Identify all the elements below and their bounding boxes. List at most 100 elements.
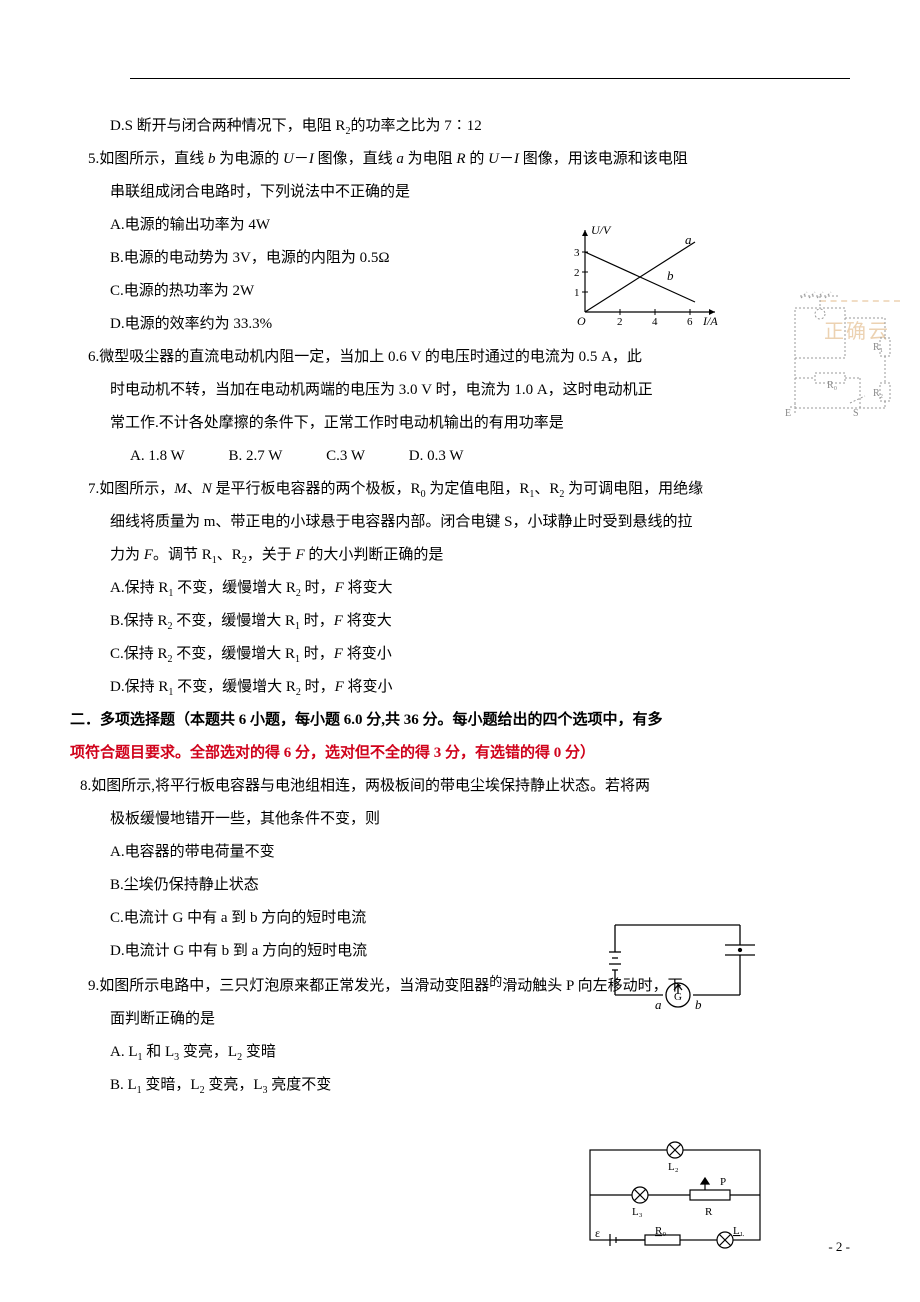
t: 变亮，L [179, 1044, 237, 1060]
t: 5.如图所示，直线 [88, 151, 208, 167]
q8-stem1: 8.如图所示,将平行板电容器与电池组相连，两极板间的带电尘埃保持静止状态。若将两 [70, 770, 850, 803]
q6-optD: D. 0.3 W [409, 440, 464, 473]
q8-stem2: 极板缓慢地错开一些，其他条件不变，则 [70, 803, 850, 836]
t: A.保持 R [110, 580, 168, 596]
label-R1: R₁ [873, 342, 883, 353]
label-L2: L₂ [668, 1161, 679, 1173]
q6-opts: A. 1.8 W B. 2.7 W C.3 W D. 0.3 W [70, 440, 850, 473]
t: 将变大 [344, 580, 393, 596]
q7-stem1: 7.如图所示，M、N 是平行板电容器的两个极板，R0 为定值电阻，R1、R2 为… [70, 473, 850, 506]
t: 是平行板电容器的两个极板，R [212, 481, 421, 497]
t: 的大小判断正确的是 [305, 547, 444, 563]
label-L3: L₃ [632, 1206, 643, 1218]
q5-stem1: 5.如图所示，直线 b 为电源的 U－I 图像，直线 a 为电阻 R 的 U－I… [70, 143, 850, 176]
t: 时， [300, 613, 334, 629]
label-P: P [720, 1176, 726, 1188]
t: F [335, 679, 344, 695]
t: B.保持 R [110, 613, 168, 629]
t: 力为 [110, 547, 144, 563]
label-a: a [685, 232, 692, 247]
q7-optA: A.保持 R1 不变，缓慢增大 R2 时，F 将变大 [70, 572, 850, 605]
t: F [334, 613, 343, 629]
t: 不变，缓慢增大 R [173, 613, 296, 629]
q8-optB: B.尘埃仍保持静止状态 [70, 869, 850, 902]
xtick3: 6 [687, 316, 693, 328]
q7-stem2: 细线将质量为 m、带正电的小球悬于电容器内部。闭合电键 S，小球静止时受到悬线的… [70, 506, 850, 539]
t: 、R [534, 481, 559, 497]
t: A. L [110, 1044, 138, 1060]
q5-optD: D.电源的效率约为 33.3% [70, 308, 850, 341]
label-L1: L₁ [733, 1225, 744, 1237]
header-rule [130, 78, 850, 79]
q6-optB: B. 2.7 W [228, 440, 282, 473]
label-R0: R₀ [655, 1225, 666, 1237]
q5-optB: B.电源的电动势为 3V，电源的内阻为 0.5Ω [70, 242, 850, 275]
xlabel: I/A [702, 314, 718, 328]
t: 不变，缓慢增大 R [173, 646, 296, 662]
t: 图像，直线 [314, 151, 397, 167]
label-R0: R₀ [827, 380, 838, 391]
t: C.保持 R [110, 646, 168, 662]
ytick3: 3 [574, 247, 580, 259]
circuit-svg: a b G [595, 910, 765, 1010]
t: 变暗 [242, 1044, 276, 1060]
t: 将变大 [343, 613, 392, 629]
t: 为电源的 [216, 151, 284, 167]
q7-optB: B.保持 R2 不变，缓慢增大 R1 时，F 将变大 [70, 605, 850, 638]
t: U [488, 151, 499, 167]
ytick1: 1 [574, 287, 580, 299]
label-R: R [705, 1206, 713, 1218]
t: 的 [489, 974, 502, 989]
label-b: b [695, 997, 702, 1010]
t: 图像，用该电源和该电阻 [519, 151, 688, 167]
fig-q9-circuit: L₂ L₃ P R R₀ L₁ ε [570, 1140, 780, 1250]
t: 时， [301, 679, 335, 695]
xtick2: 4 [652, 316, 658, 328]
t: 7.如图所示， [88, 481, 174, 497]
section2-line1: 二．多项选择题（本题共 6 小题，每小题 6.0 分,共 36 分。每小题给出的… [70, 704, 850, 737]
t: 将变小 [343, 646, 392, 662]
t: 时， [301, 580, 335, 596]
page: 正确云 D.S 断开与闭合两种情况下，电阻 R2的功率之比为 7∶12 5.如图… [0, 0, 920, 1302]
t: 。调节 R [153, 547, 212, 563]
t: 变暗，L [142, 1077, 200, 1093]
t: 亮度不变 [268, 1077, 332, 1093]
q4-optD: D.S 断开与闭合两种情况下，电阻 R2的功率之比为 7∶12 [70, 110, 850, 143]
circuit-svg: L₂ L₃ P R R₀ L₁ ε [570, 1140, 780, 1250]
t: 为电阻 [404, 151, 457, 167]
graph-svg: 1 2 3 2 4 6 O U/V I/A a b [565, 222, 725, 332]
label-R2: R₂ [873, 388, 883, 399]
label-b: b [667, 268, 674, 283]
page-number: - 2 - [828, 1233, 850, 1262]
t: a [396, 151, 404, 167]
t: F [335, 580, 344, 596]
q5-optA: A.电源的输出功率为 4W [70, 209, 850, 242]
q6-optA: A. 1.8 W [130, 440, 185, 473]
q6-stem1: 6.微型吸尘器的直流电动机内阻一定，当加上 0.6 V 的电压时通过的电流为 0… [70, 341, 850, 374]
section2-line2: 项符合题目要求。全部选对的得 6 分，选对但不全的得 3 分，有选错的得 0 分… [70, 737, 850, 770]
t: － [499, 151, 514, 167]
text: D.S 断开与闭合两种情况下，电阻 R [110, 118, 345, 134]
t: D.保持 R [110, 679, 168, 695]
t: 和 L [143, 1044, 175, 1060]
q9-optB: B. L1 变暗，L2 变亮，L3 亮度不变 [70, 1069, 850, 1102]
q5-optC: C.电源的热功率为 2W [70, 275, 850, 308]
circuit-svg: R₀ R₁ R₂ E S [785, 288, 895, 418]
t: b [208, 151, 216, 167]
q8-optA: A.电容器的带电荷量不变 [70, 836, 850, 869]
label-eps: ε [595, 1226, 600, 1240]
t: 9.如图所示电路中，三只灯泡原来都正常发光，当滑动变阻器 [88, 978, 489, 994]
t: 、 [187, 481, 202, 497]
t: 的 [466, 151, 489, 167]
text: 的功率之比为 7∶12 [350, 118, 481, 134]
t: 为可调电阻，用绝缘 [564, 481, 703, 497]
t: 时， [300, 646, 334, 662]
q6-optC: C.3 W [326, 440, 365, 473]
fig-q5-graph: 1 2 3 2 4 6 O U/V I/A a b [565, 222, 725, 332]
t: N [202, 481, 212, 497]
label-E: E [785, 408, 791, 418]
t: M [174, 481, 187, 497]
t: 将变小 [344, 679, 393, 695]
t: F [295, 547, 304, 563]
label-G: G [674, 991, 682, 1003]
